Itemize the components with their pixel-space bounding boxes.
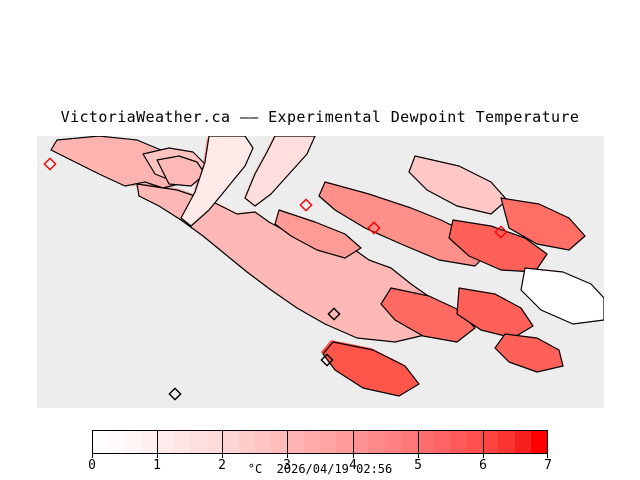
colorbar-swatch-1 [109,431,126,453]
colorbar-swatch-21 [433,431,450,453]
colorbar-caption: °C 2026/04/19 02:56 [247,462,393,476]
colorbar-tick-label-4: 4 [349,458,357,473]
land-outside-domain [520,267,604,325]
land-south-island-a [380,287,476,343]
station-marker[interactable] [367,221,381,235]
colorbar-swatch-12 [287,431,304,453]
land-south-island-b [322,341,420,397]
colorbar-swatch-26 [514,431,531,453]
colorbar-swatch-23 [466,431,483,453]
sea-mask [37,136,604,408]
station-marker[interactable] [168,387,182,401]
station-marker[interactable] [320,353,334,367]
colorbar-swatch-5 [174,431,191,453]
colorbar-swatch-3 [141,431,158,453]
colorbar-swatch-24 [482,431,499,453]
colorbar-swatch-7 [206,431,223,453]
colorbar-swatch-11 [271,431,288,453]
landmasses [50,136,604,397]
station-marker[interactable] [494,225,508,239]
colorbar-swatch-0 [93,431,110,453]
colorbar-swatch-15 [336,431,353,453]
colorbar-tick-label-1: 1 [153,458,161,473]
colorbar-swatch-16 [352,431,369,453]
colorbar-swatch-27 [530,431,548,453]
colorbar-swatch-25 [498,431,515,453]
colorbar-tick-label-6: 6 [479,458,487,473]
station-marker[interactable] [327,307,341,321]
colorbar-swatch-13 [303,431,321,453]
page-title: VictoriaWeather.ca —— Experimental Dewpo… [60,108,580,126]
land-central-peninsula [274,209,362,259]
land-east-island-c [456,287,534,339]
colorbar-swatch-18 [384,431,402,453]
map-contour-field [37,136,604,408]
dewpoint-map [37,136,604,408]
colorbar-swatch-10 [255,431,272,453]
colorbar-gradient [92,430,548,454]
colorbar-swatch-9 [238,431,256,453]
colorbar-swatch-19 [401,431,418,453]
land-southeast-island [494,333,564,373]
land-saanich-peninsula [318,181,492,267]
colorbar-tick-label-7: 7 [544,458,552,473]
dewpoint-map-panel [37,136,604,408]
colorbar-tick-label-5: 5 [414,458,422,473]
land-northeast-long-island [180,136,254,227]
colorbar-tick-label-3: 3 [283,458,291,473]
land-east-island-b [500,197,586,251]
station-marker[interactable] [43,157,57,171]
land-narrow-strait-island [244,136,316,207]
colorbar-swatch-14 [320,431,337,453]
colorbar-swatch-20 [417,431,434,453]
colorbar-swatch-2 [125,431,142,453]
colorbar-swatch-8 [222,431,239,453]
colorbar-tick-label-2: 2 [218,458,226,473]
station-marker[interactable] [299,198,313,212]
colorbar-legend: 0 1 2 3 4 5 6 7 [88,430,552,473]
colorbar-tick-label-0: 0 [88,458,96,473]
colorbar-swatch-4 [157,431,175,453]
colorbar-swatch-6 [190,431,207,453]
colorbar-swatch-17 [368,431,385,453]
station-markers [43,157,508,401]
land-northeast-island [408,155,508,215]
colorbar-tick-labels: 0 1 2 3 4 5 6 7 [88,458,552,474]
colorbar-swatch-22 [449,431,467,453]
